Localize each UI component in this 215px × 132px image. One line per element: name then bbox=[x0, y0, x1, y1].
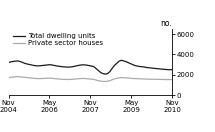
Text: no.: no. bbox=[160, 19, 172, 28]
Legend: Total dwelling units, Private sector houses: Total dwelling units, Private sector hou… bbox=[12, 32, 104, 47]
